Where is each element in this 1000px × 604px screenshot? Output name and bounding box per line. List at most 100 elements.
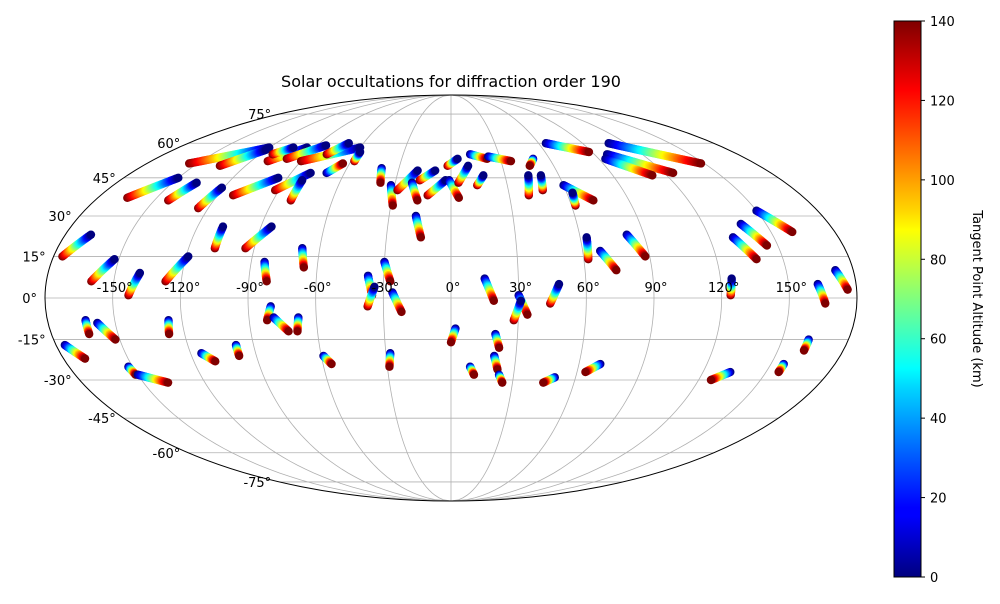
- track-point: [217, 183, 227, 192]
- occultation-track: [568, 188, 580, 210]
- track-point: [299, 263, 309, 272]
- occultation-track: [622, 230, 650, 261]
- track-point: [727, 274, 736, 283]
- track-point: [370, 282, 379, 292]
- track-point: [641, 252, 650, 261]
- occultation-track: [210, 222, 228, 253]
- track-point: [554, 279, 564, 289]
- lat-tick-label: 15°: [23, 250, 46, 265]
- occultation-track: [581, 359, 605, 377]
- track-point: [469, 370, 479, 379]
- track-point: [431, 166, 440, 175]
- occultation-track: [293, 313, 303, 336]
- track-point: [446, 338, 456, 347]
- occultation-track: [231, 340, 244, 361]
- map-boundary: [44, 94, 858, 502]
- occultation-track: [386, 181, 397, 210]
- occultation-track: [322, 139, 354, 159]
- occultation-track: [774, 359, 788, 377]
- occultation-track: [298, 244, 309, 272]
- track-point: [306, 168, 315, 178]
- occultation-track: [536, 171, 547, 195]
- lon-tick-label: 150°: [776, 281, 807, 296]
- lon-tick-label: -150°: [97, 281, 133, 296]
- occultation-track: [269, 313, 293, 336]
- occultation-track: [484, 152, 516, 166]
- occultation-track: [596, 246, 621, 275]
- track-point: [211, 357, 220, 366]
- occultation-track: [87, 254, 119, 286]
- occultation-track: [161, 252, 193, 286]
- track-point: [284, 327, 293, 336]
- occultation-track: [322, 159, 348, 178]
- occultation-track: [164, 178, 201, 205]
- track-point: [536, 171, 546, 180]
- track-point: [506, 156, 516, 166]
- latitude-tick-labels: -75° -60° -45° -30° -15° 0° 15° 30° 45° 60° 75°: [18, 108, 271, 491]
- occultation-track: [385, 349, 395, 371]
- occultation-track: [831, 266, 852, 294]
- occultation-track: [81, 316, 94, 339]
- lon-tick-label: 120°: [708, 281, 739, 296]
- track-point: [525, 161, 534, 171]
- occultation-track: [415, 166, 440, 185]
- track-point: [344, 139, 354, 148]
- colorbar-tick-label: 80: [930, 253, 947, 268]
- track-point: [174, 173, 183, 183]
- occultation-track: [411, 211, 426, 242]
- lat-tick-label: -60°: [153, 447, 181, 462]
- track-point: [453, 154, 462, 164]
- lon-tick-label: -120°: [164, 281, 200, 296]
- track-point: [376, 178, 385, 187]
- occultation-track: [133, 370, 173, 387]
- track-point: [163, 378, 173, 387]
- colorbar-tick-label: 60: [930, 333, 947, 348]
- track-point: [388, 201, 397, 210]
- track-point: [355, 147, 365, 157]
- occultation-track: [197, 349, 220, 366]
- occultation-track: [454, 161, 473, 187]
- lon-tick-label: 30°: [509, 281, 532, 296]
- occultation-track: [241, 222, 276, 253]
- occultation-track: [286, 176, 307, 205]
- track-point: [184, 252, 193, 261]
- chart-title: Solar occultations for diffraction order…: [281, 72, 621, 91]
- track-point: [289, 143, 298, 152]
- occultation-track: [93, 318, 120, 344]
- occultation-track: [473, 171, 488, 190]
- track-point: [696, 159, 706, 168]
- occultation-track: [350, 147, 365, 166]
- occultation-track: [363, 282, 379, 311]
- lat-tick-label: 75°: [248, 108, 271, 123]
- track-point: [498, 378, 507, 387]
- track-point: [84, 329, 94, 339]
- track-point: [297, 176, 307, 185]
- occultation-track: [228, 173, 283, 200]
- track-point: [111, 335, 120, 344]
- track-point: [489, 296, 499, 305]
- track-point: [385, 362, 394, 371]
- occultation-track: [388, 288, 406, 317]
- track-point: [267, 222, 276, 231]
- track-point: [774, 367, 783, 377]
- occultation-track: [494, 370, 507, 387]
- lat-tick-label: -45°: [88, 412, 116, 427]
- track-point: [386, 277, 395, 286]
- track-point: [274, 173, 283, 183]
- occultation-track: [604, 139, 706, 168]
- track-point: [581, 367, 590, 377]
- lon-tick-label: 90°: [644, 281, 667, 296]
- track-point: [762, 241, 772, 250]
- track-point: [80, 354, 90, 363]
- occultation-track: [124, 268, 145, 300]
- occultation-track: [541, 139, 594, 157]
- occultation-track: [407, 178, 422, 205]
- occultation-track: [706, 367, 735, 385]
- occultation-track: [443, 154, 462, 171]
- lat-tick-label: 60°: [157, 137, 180, 152]
- track-point: [192, 178, 201, 187]
- colorbar-label: Tangent Point Altitude (km): [969, 209, 984, 387]
- track-point: [706, 375, 716, 385]
- track-point: [293, 327, 302, 336]
- track-point: [568, 188, 577, 197]
